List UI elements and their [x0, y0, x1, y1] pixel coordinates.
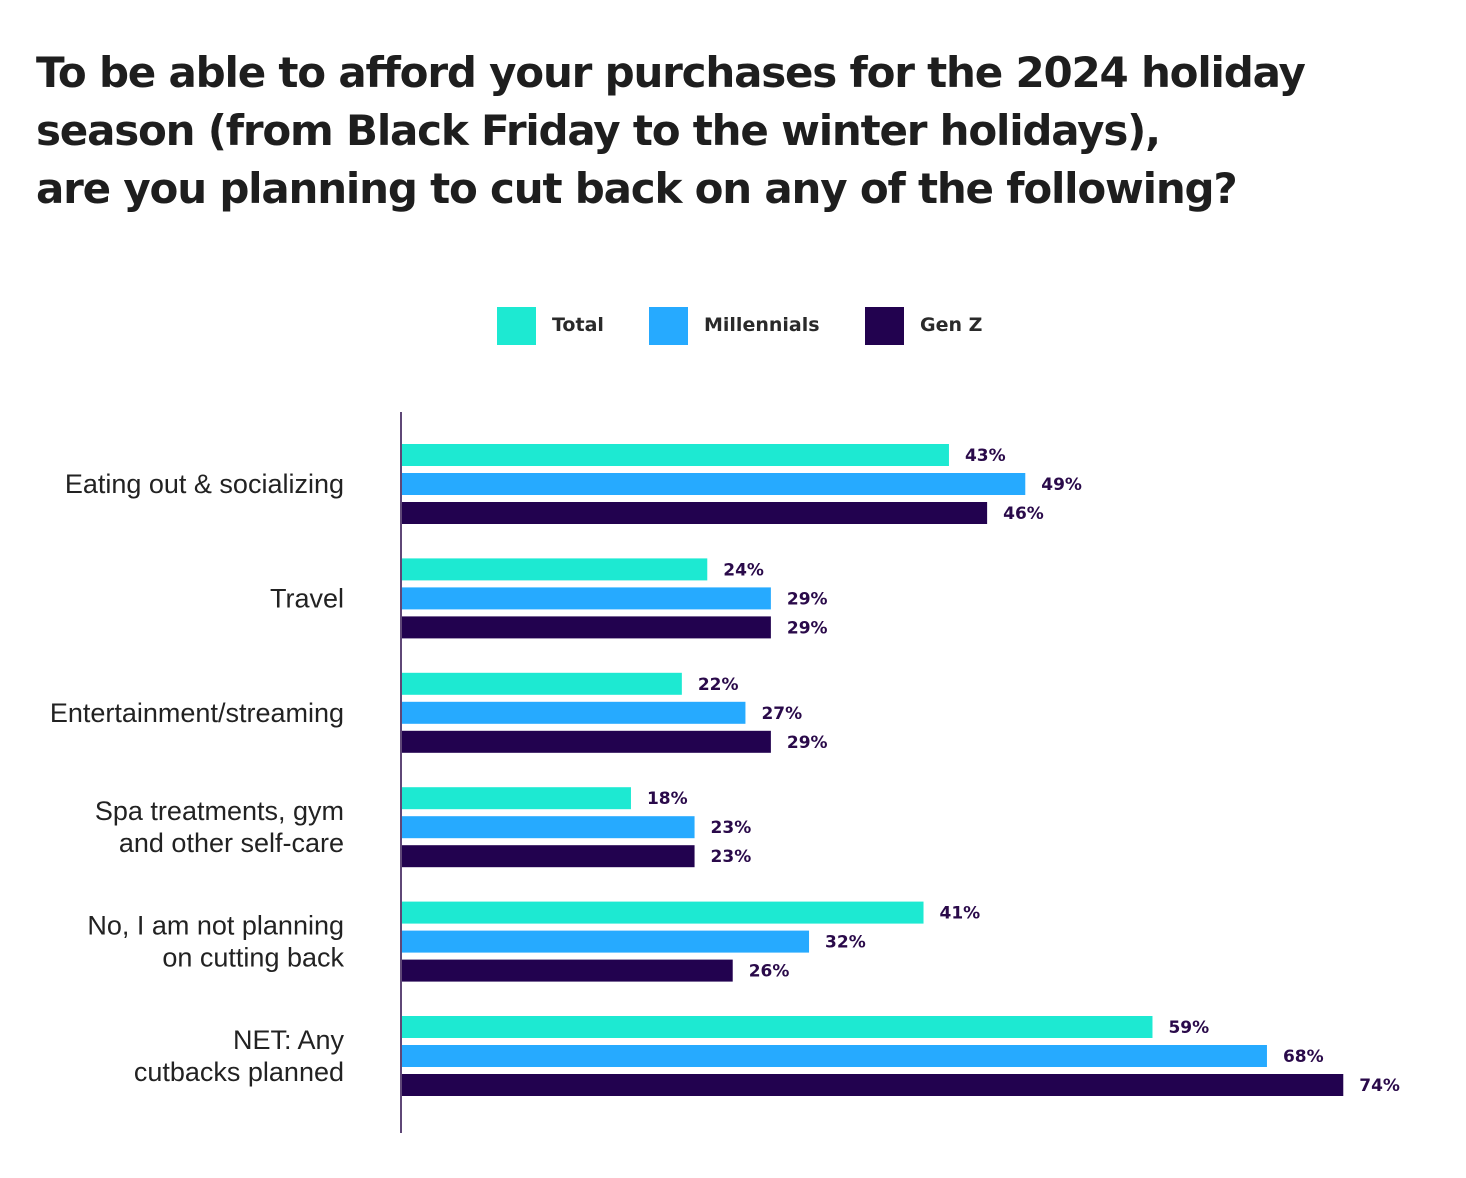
data-label: 22%: [698, 675, 739, 695]
category-label: Eating out & socializing: [65, 469, 344, 499]
data-label: 29%: [787, 589, 828, 609]
data-label: 29%: [787, 618, 828, 638]
bar-total: [402, 787, 631, 810]
bar-total: [402, 1016, 1153, 1038]
category-label: on cutting back: [162, 943, 344, 973]
bar-millennials: [402, 1045, 1267, 1067]
bar-gen-z: [402, 730, 771, 753]
data-label: 26%: [749, 962, 790, 982]
data-label: 18%: [647, 789, 688, 809]
chart-title-line-1: To be able to afford your purchases for …: [36, 48, 1306, 97]
data-label: 59%: [1168, 1018, 1209, 1038]
data-label: 49%: [1041, 475, 1082, 495]
bar-millennials: [402, 587, 771, 610]
data-label: 23%: [711, 818, 752, 838]
legend-swatch-total: [497, 307, 536, 345]
bar-total: [402, 672, 682, 695]
bar-total: [402, 901, 924, 924]
category-label: NET: Any: [233, 1025, 345, 1055]
chart-title: To be able to afford your purchases for …: [36, 44, 1436, 218]
chart-title-line-2: season (from Black Friday to the winter …: [36, 106, 1161, 155]
bar-gen-z: [402, 502, 988, 524]
bar-millennials: [402, 816, 695, 839]
data-label: 46%: [1003, 504, 1044, 524]
bar-total: [402, 558, 708, 581]
category-label: Entertainment/streaming: [50, 698, 344, 728]
data-label: 41%: [940, 904, 981, 924]
data-label: 74%: [1359, 1076, 1400, 1096]
bar-millennials: [402, 930, 810, 953]
legend-swatch-millennials: [649, 307, 688, 345]
bar-gen-z: [402, 1074, 1344, 1096]
data-label: 43%: [965, 446, 1006, 466]
legend-swatch-genz: [865, 307, 904, 345]
category-label: Travel: [270, 583, 344, 613]
legend-label-millennials: Millennials: [704, 314, 820, 336]
bar-millennials: [402, 473, 1026, 495]
bar-gen-z: [402, 959, 733, 982]
bar-millennials: [402, 701, 746, 724]
category-label: cutbacks planned: [134, 1057, 344, 1087]
category-label: and other self-care: [119, 828, 344, 858]
data-label: 29%: [787, 733, 828, 753]
data-label: 24%: [723, 560, 764, 580]
data-label: 23%: [711, 847, 752, 867]
bar-gen-z: [402, 616, 771, 639]
bar-gen-z: [402, 845, 695, 868]
data-label: 68%: [1283, 1047, 1324, 1067]
category-label: No, I am not planning: [87, 911, 344, 941]
bar-total: [402, 444, 949, 466]
legend-label-total: Total: [552, 314, 604, 336]
data-label: 27%: [761, 704, 802, 724]
category-label: Spa treatments, gym: [95, 796, 344, 826]
legend-label-genz: Gen Z: [920, 314, 983, 336]
chart-legend: Total Millennials Gen Z: [0, 305, 1466, 347]
chart-title-line-3: are you planning to cut back on any of t…: [36, 164, 1238, 213]
data-label: 32%: [825, 933, 866, 953]
